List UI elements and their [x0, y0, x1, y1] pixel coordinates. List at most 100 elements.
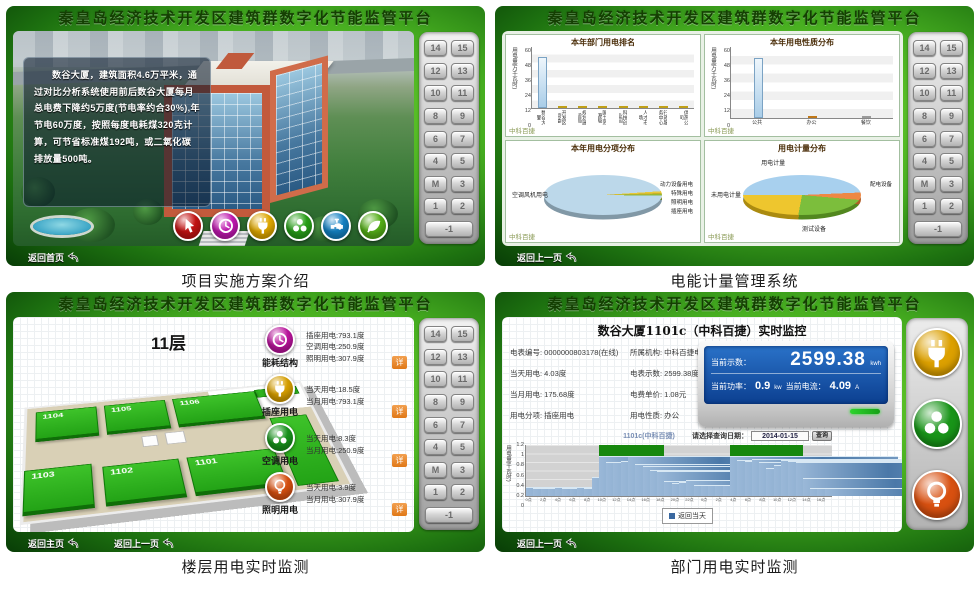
elevator-button-14[interactable]: 14	[424, 40, 447, 56]
elevator-button-5[interactable]: 5	[451, 153, 474, 170]
elevator-button-m[interactable]: M	[913, 175, 936, 192]
elevator-button-1[interactable]: 1	[424, 484, 447, 501]
field-value: 0000000803178(在线)	[544, 348, 619, 357]
chart-bar	[753, 58, 763, 118]
elevator-button-15[interactable]: 15	[940, 40, 963, 56]
elevator-button-6[interactable]: 6	[424, 416, 447, 433]
plot-column: 0点 2点 4点 6点 8点 10点 12点 14点 16点 18点 20点 22点 0点 2点 4点 6点 8…	[525, 445, 902, 506]
elevator-button-2[interactable]: 2	[451, 198, 474, 215]
elevator-button-7[interactable]: 7	[940, 130, 963, 147]
back-home-link[interactable]: 返回首页	[28, 251, 80, 264]
elevator-button-3[interactable]: 3	[451, 175, 474, 192]
elevator-button-3[interactable]: 3	[940, 175, 963, 192]
elevator-button-4[interactable]: 4	[913, 153, 936, 170]
elevator-button-basement[interactable]: -1	[425, 507, 473, 523]
elevator-button-4[interactable]: 4	[424, 439, 447, 456]
elevator-button-1[interactable]: 1	[913, 198, 936, 215]
elevator-button-9[interactable]: 9	[451, 393, 474, 410]
elevator-button-10[interactable]: 10	[913, 85, 936, 102]
elevator-button-8[interactable]: 8	[913, 107, 936, 124]
fan-icon[interactable]	[265, 423, 295, 453]
plug-icon[interactable]	[912, 328, 962, 379]
elevator-button-13[interactable]: 13	[451, 348, 474, 365]
elevator-button-12[interactable]: 12	[424, 348, 447, 365]
elevator-button-8[interactable]: 8	[424, 393, 447, 410]
elevator-button-1[interactable]: 1	[424, 198, 447, 215]
elevator-button-14[interactable]: 14	[913, 40, 936, 56]
date-input[interactable]: 2014-01-15	[750, 431, 809, 441]
elevator-button-2[interactable]: 2	[940, 198, 963, 215]
detail-button[interactable]: 详	[392, 454, 407, 467]
legend-icon-col: 插座用电	[258, 374, 302, 418]
elevator-button-5[interactable]: 5	[940, 153, 963, 170]
detail-button[interactable]: 详	[392, 405, 407, 418]
legend-line: 当月用电:250.9度	[306, 446, 365, 455]
elevator-button-4[interactable]: 4	[424, 153, 447, 170]
legend-label: 返回当天	[678, 513, 706, 520]
query-button[interactable]: 查询	[811, 431, 832, 441]
elevator-button-9[interactable]: 9	[451, 107, 474, 124]
legend-name: 照明用电	[261, 505, 298, 515]
elevator-button-2[interactable]: 2	[451, 484, 474, 501]
current-label: 当前电流：	[785, 382, 826, 391]
elevator-button-basement[interactable]: -1	[425, 221, 473, 237]
elevator-button-10[interactable]: 10	[424, 85, 447, 102]
plug-icon[interactable]	[247, 211, 278, 241]
legend-icon-col: 照明用电	[258, 472, 302, 516]
chart-plot-wrap: 用电量(万千瓦时) 0 12 24 36 48 60 数谷大厦 开发区管委 规划建设局 国土资源局科…	[510, 47, 694, 129]
chart-title: 用电计量分布	[778, 144, 826, 153]
room-1103[interactable]: 1103	[22, 463, 95, 517]
back-prev-link[interactable]: 返回上一页	[517, 537, 578, 550]
elevator-button-m[interactable]: M	[424, 461, 447, 478]
elevator-core	[141, 434, 160, 448]
elevator-button-7[interactable]: 7	[451, 416, 474, 433]
pie-plot-area: 用电计量 配电设备 测试设备 未用电计量	[709, 153, 895, 236]
back-prev-link[interactable]: 返回上一页	[114, 537, 175, 550]
back-prev-link[interactable]: 返回上一页	[517, 251, 578, 264]
elevator-button-9[interactable]: 9	[940, 107, 963, 124]
elevator-button-11[interactable]: 11	[940, 85, 963, 102]
elevator-button-11[interactable]: 11	[451, 371, 474, 388]
clock-icon[interactable]	[265, 325, 295, 355]
bulb-icon[interactable]	[912, 469, 962, 520]
elevator-button-12[interactable]: 12	[913, 62, 936, 79]
detail-button[interactable]: 详	[392, 503, 407, 516]
footer-bar: 返回首页	[6, 248, 485, 266]
elevator-button-6[interactable]: 6	[913, 130, 936, 147]
elevator-button-8[interactable]: 8	[424, 107, 447, 124]
elevator-button-7[interactable]: 7	[451, 130, 474, 147]
clock-icon[interactable]	[210, 211, 241, 241]
bulb-icon[interactable]	[265, 472, 295, 502]
elevator-button-15[interactable]: 15	[451, 326, 474, 342]
back-to-today-button[interactable]: 返回当天	[662, 508, 713, 524]
plug-glyph	[257, 218, 268, 234]
elevator-button-13[interactable]: 13	[451, 62, 474, 79]
back-main-link[interactable]: 返回主页	[28, 537, 80, 550]
leaf-icon[interactable]	[358, 211, 389, 241]
elevator-button-3[interactable]: 3	[451, 461, 474, 478]
elevator-button-m[interactable]: M	[424, 175, 447, 192]
elevator-panel: 14 15 12 13 10 11 8 9 6 7 4 5 M 3 1 2 -1	[419, 318, 479, 530]
elevator-button-10[interactable]: 10	[424, 371, 447, 388]
reading-label: 当前示数：	[711, 358, 751, 367]
fan-icon[interactable]	[912, 398, 962, 449]
fan-icon[interactable]	[284, 211, 315, 241]
pie-slice-label: 动力设备用电	[659, 181, 693, 188]
elevator-button-6[interactable]: 6	[424, 130, 447, 147]
elevator-button-14[interactable]: 14	[424, 326, 447, 342]
plot-area	[531, 47, 694, 109]
detail-button[interactable]: 详	[392, 356, 407, 369]
elevator-button-15[interactable]: 15	[451, 40, 474, 56]
faucet-icon[interactable]	[321, 211, 352, 241]
elevator-button-11[interactable]: 11	[451, 85, 474, 102]
bulb-glyph	[927, 481, 947, 507]
meter-fields-left: 电表编号: 0000000803178(在线) 当天用电: 4.03度 当月用电: …	[510, 347, 618, 431]
elevator-button-basement[interactable]: -1	[914, 221, 962, 237]
elevator-button-13[interactable]: 13	[940, 62, 963, 79]
hand-icon[interactable]	[173, 211, 204, 241]
elevator-button-5[interactable]: 5	[451, 439, 474, 456]
elevator-button-12[interactable]: 12	[424, 62, 447, 79]
plug-icon[interactable]	[265, 374, 295, 404]
